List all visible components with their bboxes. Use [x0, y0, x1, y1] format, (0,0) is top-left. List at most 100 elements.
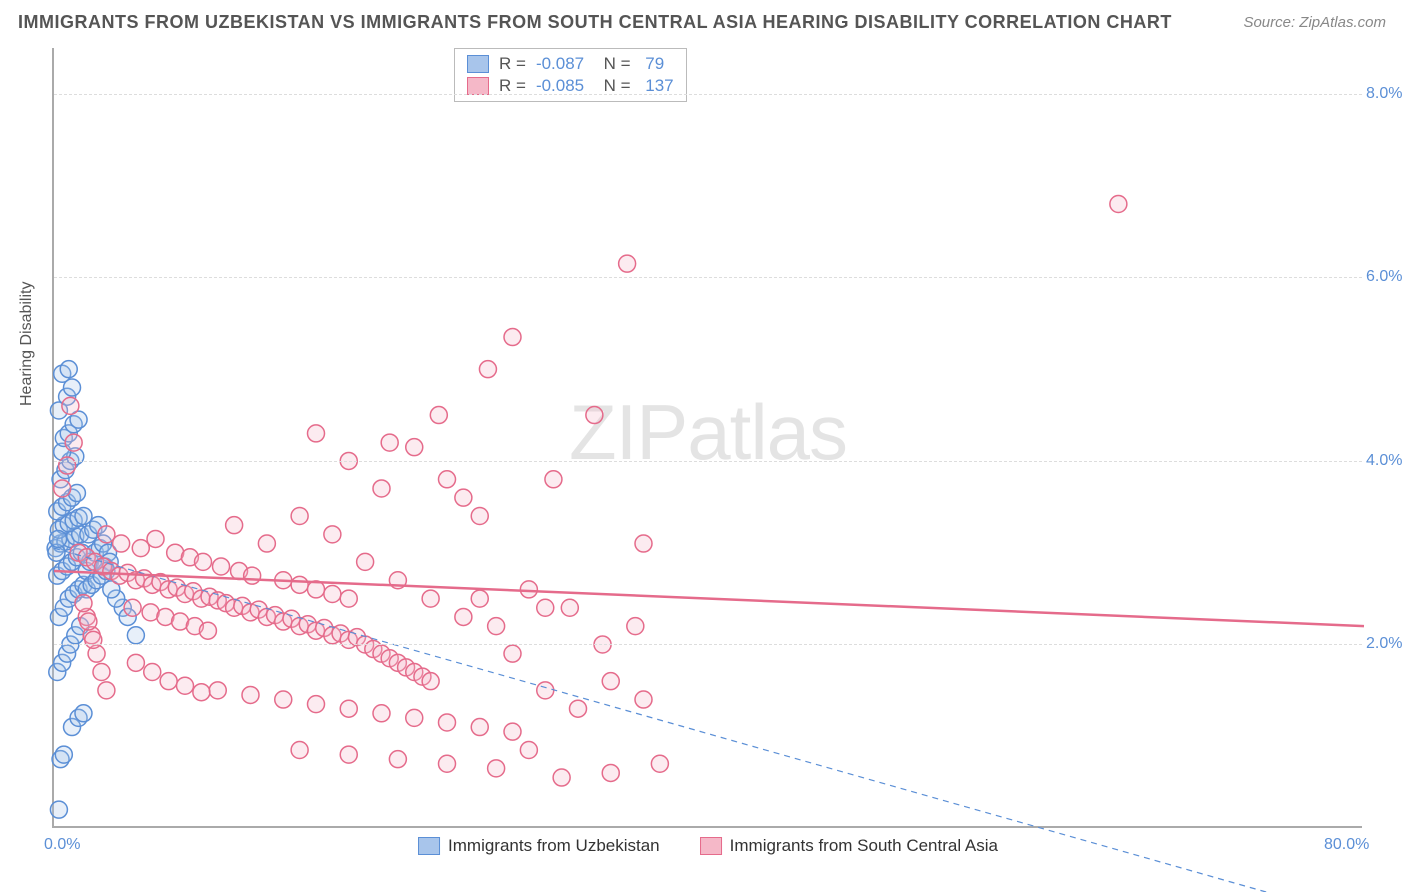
data-point: [381, 434, 398, 451]
data-point: [504, 645, 521, 662]
x-tick-label: 80.0%: [1324, 836, 1369, 854]
gridline: [54, 461, 1362, 462]
data-point: [422, 673, 439, 690]
legend-row: R = -0.087 N = 79: [467, 53, 674, 75]
data-point: [439, 471, 456, 488]
data-point: [439, 714, 456, 731]
data-point: [193, 684, 210, 701]
data-point: [422, 590, 439, 607]
data-point: [373, 480, 390, 497]
data-point: [471, 719, 488, 736]
data-point: [226, 517, 243, 534]
data-point: [545, 471, 562, 488]
data-point: [430, 407, 447, 424]
data-point: [144, 664, 161, 681]
data-point: [602, 764, 619, 781]
data-point: [75, 595, 92, 612]
data-point: [258, 535, 275, 552]
data-point: [406, 709, 423, 726]
data-point: [98, 526, 115, 543]
data-point: [242, 686, 259, 703]
data-point: [340, 700, 357, 717]
data-point: [75, 705, 92, 722]
data-point: [1110, 196, 1127, 213]
gridline: [54, 94, 1362, 95]
chart-plot-area: ZIPatlas R = -0.087 N = 79R = -0.085 N =…: [52, 48, 1362, 828]
data-point: [455, 489, 472, 506]
data-point: [324, 586, 341, 603]
data-point: [602, 673, 619, 690]
data-point: [147, 530, 164, 547]
data-point: [308, 425, 325, 442]
data-point: [195, 553, 212, 570]
y-tick-label: 6.0%: [1366, 268, 1406, 286]
series-legend-item: Immigrants from South Central Asia: [700, 836, 998, 856]
data-point: [244, 567, 261, 584]
data-point: [357, 553, 374, 570]
data-point: [504, 329, 521, 346]
data-point: [389, 751, 406, 768]
data-point: [627, 618, 644, 635]
data-point: [504, 723, 521, 740]
data-point: [177, 677, 194, 694]
data-point: [619, 255, 636, 272]
data-point: [65, 434, 82, 451]
data-point: [132, 540, 149, 557]
series-legend-label: Immigrants from Uzbekistan: [448, 836, 660, 856]
data-point: [127, 654, 144, 671]
data-point: [340, 590, 357, 607]
y-tick-label: 4.0%: [1366, 452, 1406, 470]
data-point: [553, 769, 570, 786]
data-point: [275, 691, 292, 708]
data-point: [291, 576, 308, 593]
data-point: [308, 696, 325, 713]
data-point: [635, 535, 652, 552]
data-point: [160, 673, 177, 690]
legend-r-value: -0.087: [536, 54, 584, 74]
data-point: [127, 627, 144, 644]
source-attribution: Source: ZipAtlas.com: [1243, 14, 1386, 31]
data-point: [488, 760, 505, 777]
data-point: [520, 581, 537, 598]
legend-r-label: R =: [499, 54, 526, 74]
data-point: [199, 622, 216, 639]
data-point: [439, 755, 456, 772]
data-point: [488, 618, 505, 635]
data-point: [93, 664, 110, 681]
data-point: [291, 508, 308, 525]
data-point: [479, 361, 496, 378]
data-point: [373, 705, 390, 722]
data-point: [635, 691, 652, 708]
data-point: [62, 397, 79, 414]
data-point: [55, 746, 72, 763]
data-point: [406, 439, 423, 456]
chart-title: IMMIGRANTS FROM UZBEKISTAN VS IMMIGRANTS…: [18, 12, 1172, 33]
scatter-svg: [54, 48, 1362, 826]
data-point: [209, 682, 226, 699]
data-point: [561, 599, 578, 616]
legend-swatch: [467, 77, 489, 95]
y-tick-label: 8.0%: [1366, 85, 1406, 103]
data-point: [50, 530, 67, 547]
data-point: [124, 599, 141, 616]
data-point: [570, 700, 587, 717]
y-axis-label: Hearing Disability: [18, 282, 36, 407]
legend-swatch: [700, 837, 722, 855]
series-legend-label: Immigrants from South Central Asia: [730, 836, 998, 856]
data-point: [113, 535, 130, 552]
x-tick-label: 0.0%: [44, 836, 80, 854]
series-legend-item: Immigrants from Uzbekistan: [418, 836, 660, 856]
data-point: [80, 613, 97, 630]
data-point: [291, 742, 308, 759]
data-point: [537, 682, 554, 699]
legend-swatch: [467, 55, 489, 73]
data-point: [340, 746, 357, 763]
data-point: [471, 508, 488, 525]
data-point: [54, 480, 71, 497]
data-point: [213, 558, 230, 575]
data-point: [520, 742, 537, 759]
series-legend: Immigrants from Uzbekistan Immigrants fro…: [418, 836, 998, 856]
data-point: [98, 682, 115, 699]
data-point: [85, 631, 102, 648]
data-point: [471, 590, 488, 607]
